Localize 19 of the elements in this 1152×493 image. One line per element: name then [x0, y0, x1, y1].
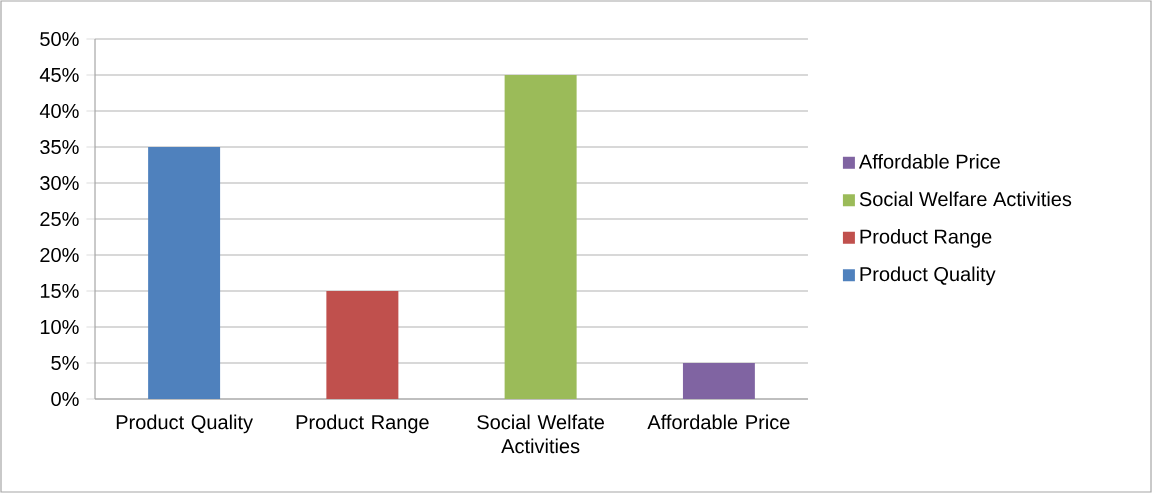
y-tick-label: 5%: [51, 355, 79, 371]
y-tick-label: 0%: [51, 391, 79, 407]
y-tick-label: 15%: [40, 283, 79, 299]
y-tick-label: 45%: [39, 67, 79, 83]
legend-label: Product Quality: [860, 266, 996, 286]
y-tick-label: 50%: [40, 31, 79, 47]
x-tick-label: Social Welfate Activities: [477, 414, 605, 454]
y-tick-label: 25%: [40, 211, 79, 227]
legend-label: Social Welfare Activities: [859, 191, 1072, 207]
x-tick-label: Affordable Price: [647, 414, 790, 430]
y-tick-label: 40%: [39, 103, 79, 119]
y-tick-label: 35%: [40, 139, 79, 155]
y-tick-label: 20%: [40, 247, 79, 263]
x-tick-label: Product Quality: [116, 414, 253, 434]
legend-label: Affordable Price: [858, 154, 1000, 169]
x-tick-label: Product Range: [296, 414, 429, 434]
legend-label: Product Range: [860, 229, 992, 248]
y-tick-label: 10%: [40, 319, 79, 335]
y-tick-label: 30%: [40, 175, 79, 191]
